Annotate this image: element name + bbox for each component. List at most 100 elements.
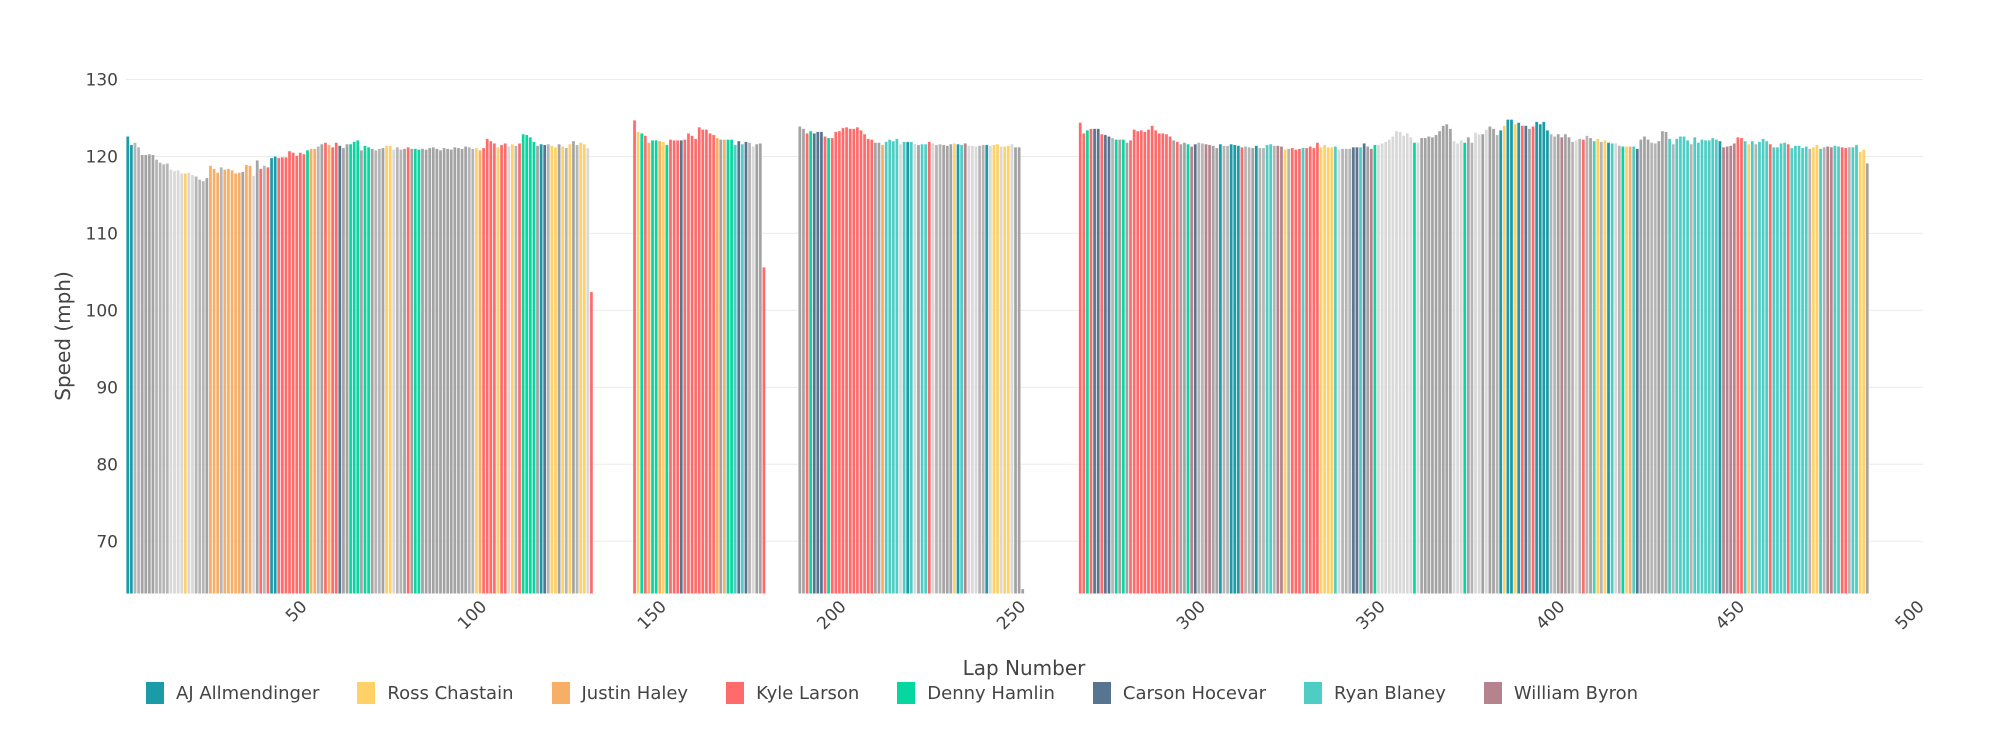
lap-bar (388, 145, 392, 594)
lap-bar (816, 131, 820, 594)
lap-bar (823, 136, 827, 594)
lap-bar (424, 149, 428, 594)
lap-bar (1610, 143, 1614, 594)
lap-bar (690, 135, 694, 594)
lap-bar (841, 127, 845, 594)
lap-bar (1265, 144, 1269, 594)
lap-bar (374, 150, 378, 594)
lap-bar (370, 148, 374, 594)
lap-bar (521, 133, 525, 594)
lap-bar (1376, 144, 1381, 594)
lap-bar (420, 148, 425, 594)
lap-bar (1545, 130, 1550, 594)
y-tick-label: 110 (86, 224, 118, 244)
lap-bar (1653, 143, 1657, 594)
x-axis-ticks: 50 100 150 200 250 300 350 400 450 500 (282, 597, 1929, 634)
legend-swatch (551, 682, 570, 704)
lap-bar (808, 130, 813, 594)
lap-bar (316, 146, 320, 594)
lap-bar (1862, 149, 1866, 594)
lap-bar (959, 144, 964, 594)
legend-item[interactable]: William Byron (1483, 682, 1638, 704)
lap-bar (650, 140, 655, 594)
lap-bar (514, 145, 518, 594)
lap-bar (1394, 130, 1399, 594)
lap-bar (248, 165, 252, 594)
lap-bar (1463, 142, 1467, 594)
lap-bar (693, 138, 698, 594)
lap-bar (1621, 146, 1625, 594)
lap-bar (992, 144, 996, 594)
lap-bar (675, 140, 680, 594)
lap-bar (1128, 140, 1133, 594)
lap-bar (499, 144, 504, 594)
lap-bar (1570, 141, 1575, 594)
bars (126, 119, 1869, 594)
lap-bar (1556, 133, 1560, 594)
lap-bar (1193, 143, 1197, 594)
legend-item[interactable]: Denny Hamlin (897, 682, 1055, 704)
lap-bar (1782, 142, 1787, 594)
legend-item[interactable]: AJ Allmendinger (146, 682, 319, 704)
lap-bar (1308, 146, 1312, 594)
lap-bar (1768, 143, 1772, 594)
lap-bar (672, 140, 676, 594)
lap-bar (575, 144, 579, 594)
lap-bar (1671, 143, 1675, 594)
lap-bar (1588, 137, 1593, 594)
legend-item[interactable]: Ryan Blaney (1304, 682, 1446, 704)
legend-swatch (1304, 682, 1323, 704)
lap-bar (330, 147, 335, 594)
lap-bar (126, 136, 130, 594)
lap-bar (999, 146, 1003, 594)
lap-bar (1761, 138, 1765, 594)
lap-bar (1197, 142, 1201, 594)
lap-bar (1204, 143, 1208, 594)
lap-bar (970, 145, 975, 594)
lap-bar (1383, 141, 1388, 594)
y-tick-label: 100 (86, 301, 118, 321)
lap-bar (981, 144, 985, 594)
lap-bar (967, 145, 971, 594)
lap-bar (1639, 139, 1643, 594)
lap-bar (1725, 146, 1729, 594)
lap-bar (683, 139, 687, 594)
legend-item[interactable]: Kyle Larson (726, 682, 859, 704)
lap-bar (1534, 121, 1539, 594)
lap-bar (1373, 144, 1377, 594)
lap-bar (1754, 143, 1758, 594)
lap-bar (1757, 141, 1762, 594)
lap-bar (190, 174, 195, 594)
lap-bar (1617, 145, 1622, 594)
lap-bar (237, 172, 241, 594)
lap-bar (697, 127, 701, 594)
lap-bar (546, 143, 550, 594)
legend-item[interactable]: Justin Haley (551, 682, 688, 704)
lap-bar (251, 175, 256, 594)
lap-bar (1391, 136, 1395, 594)
lap-bar (1858, 151, 1862, 594)
lap-bar (1218, 143, 1223, 594)
lap-bar (1146, 129, 1151, 594)
lap-bar (668, 139, 673, 594)
lap-bar (762, 267, 766, 594)
lap-bar (1261, 147, 1266, 594)
y-tick-label: 130 (86, 70, 118, 90)
lap-bar (1279, 146, 1284, 594)
lap-bar (341, 147, 346, 594)
legend-item[interactable]: Ross Chastain (357, 682, 514, 704)
lap-bar (557, 143, 561, 594)
lap-bar (1682, 136, 1686, 594)
lap-bar (1707, 140, 1711, 594)
lap-bar (1524, 125, 1528, 594)
lap-bar (1136, 130, 1140, 594)
lap-bar (1434, 134, 1438, 594)
lap-bar (183, 173, 187, 594)
lap-bar (1161, 133, 1165, 594)
lap-bar (758, 143, 763, 594)
legend-item[interactable]: Carson Hocevar (1092, 682, 1266, 704)
lap-bar (176, 170, 180, 594)
x-axis-title: Lap Number (963, 656, 1087, 680)
lap-bar (1592, 140, 1596, 594)
lap-bar (1865, 163, 1869, 594)
